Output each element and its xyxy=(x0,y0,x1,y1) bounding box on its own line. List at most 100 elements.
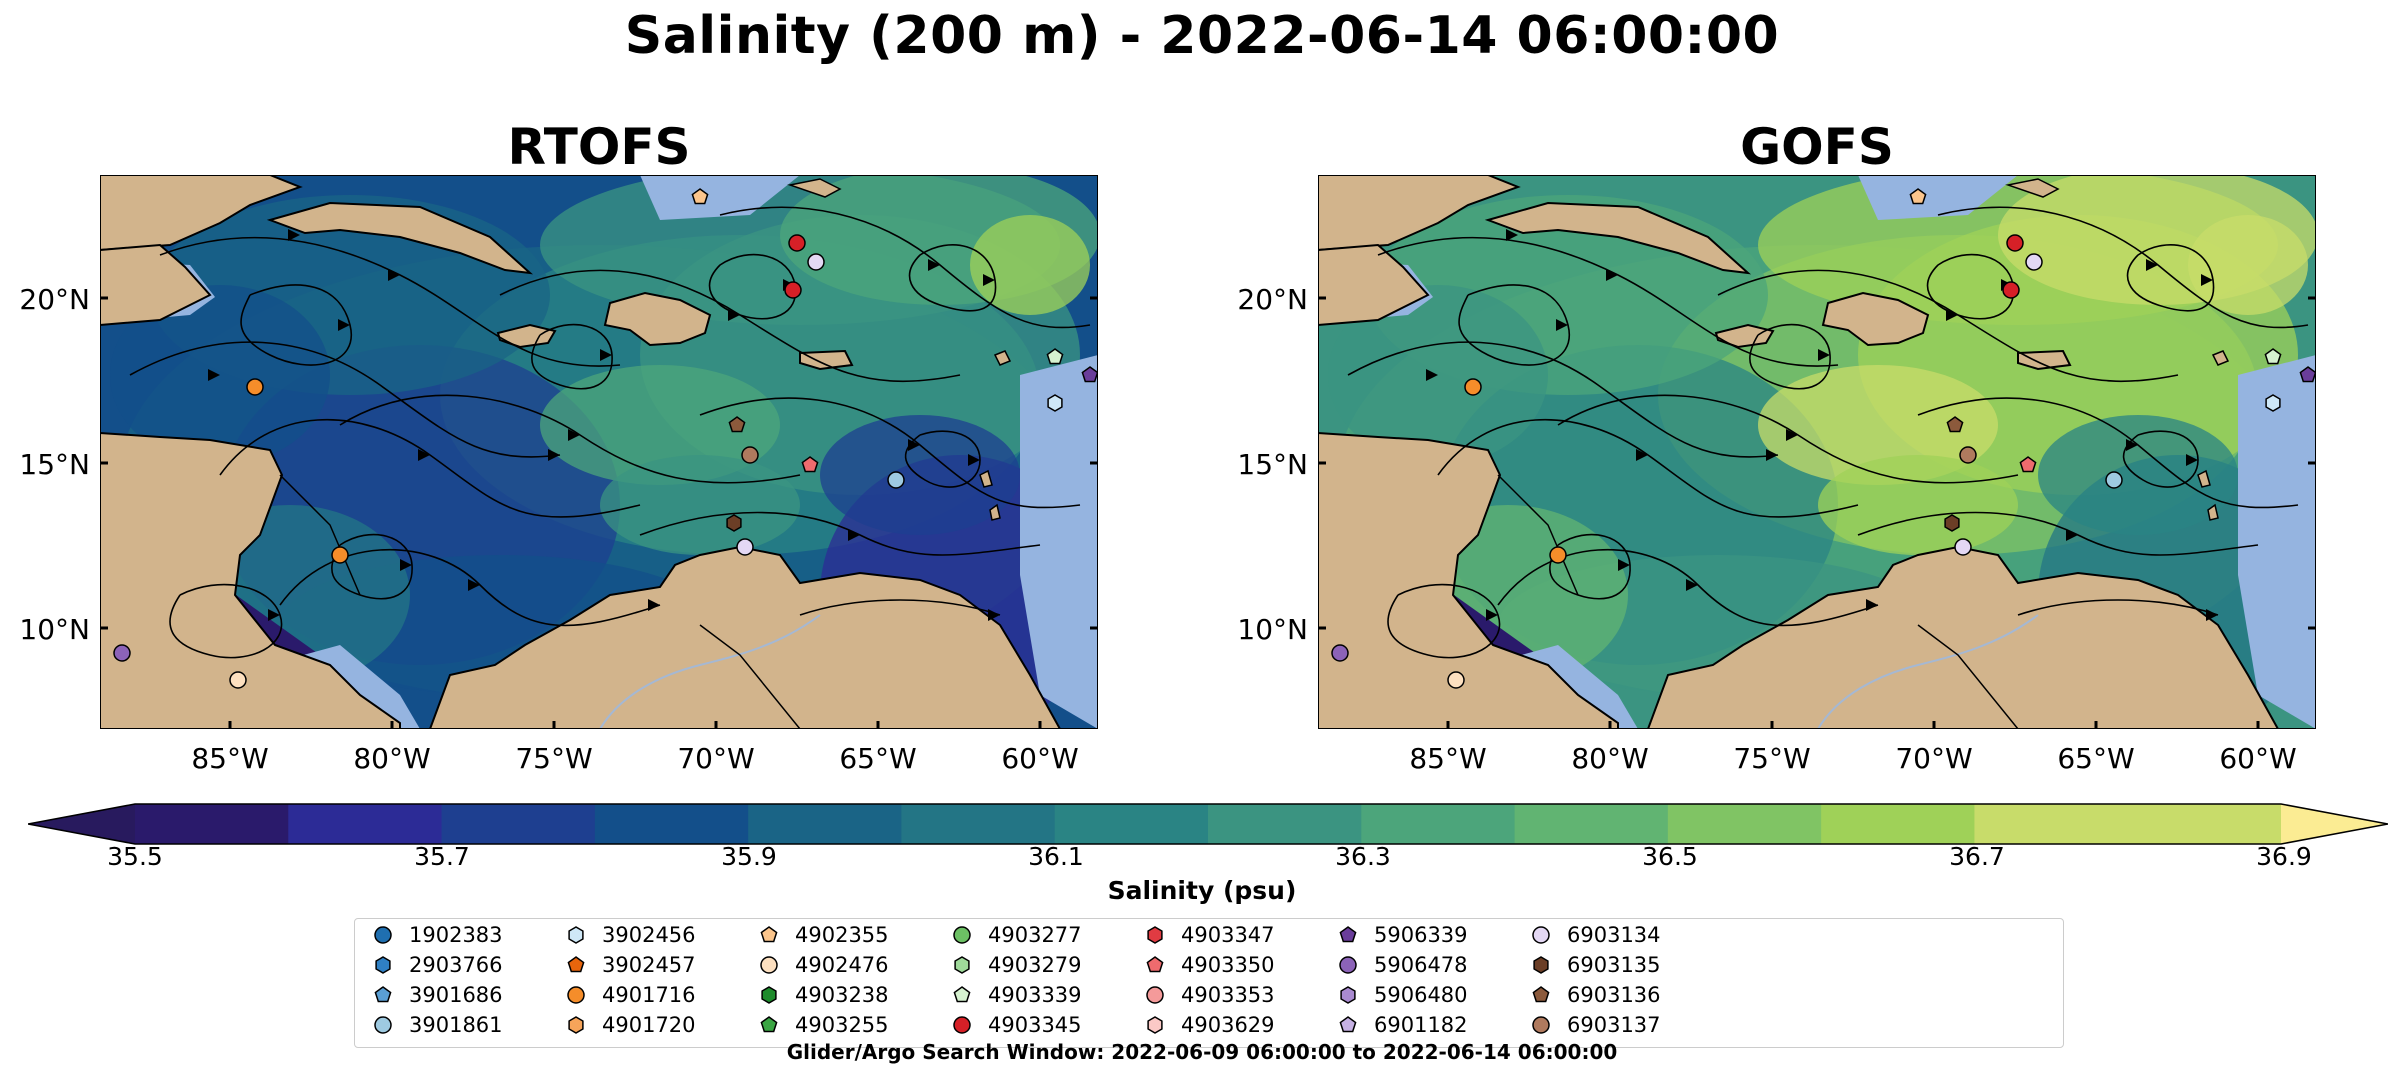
float-marker xyxy=(887,471,905,489)
legend-marker-icon xyxy=(1339,926,1357,943)
legend-marker-icon xyxy=(1532,926,1550,944)
colorbar-segment xyxy=(1054,804,1209,844)
current-streamline xyxy=(1458,284,1571,366)
salinity-patch xyxy=(970,215,1090,315)
salinity-patch xyxy=(2188,215,2308,315)
current-streamline xyxy=(1749,323,1831,390)
legend-marker-icon xyxy=(953,1016,971,1034)
island xyxy=(2207,503,2219,521)
current-streamline xyxy=(2122,430,2199,488)
current-streamline xyxy=(719,206,1091,329)
legend-marker xyxy=(953,986,971,1003)
legend-label: 3902456 xyxy=(602,923,696,947)
float-marker xyxy=(1047,394,1063,412)
current-streamline xyxy=(531,323,613,390)
land-mass xyxy=(603,291,712,347)
legend-marker-icon xyxy=(760,926,778,943)
float-marker xyxy=(246,378,264,396)
island xyxy=(989,503,1001,521)
island xyxy=(2211,350,2230,366)
legend-marker-icon xyxy=(954,956,970,974)
y-tick-20n-right: 20°N xyxy=(1237,283,1308,316)
y-tick-15n-left: 15°N xyxy=(19,448,90,481)
shelf-region xyxy=(1858,175,2018,220)
float-marker xyxy=(2105,471,2123,489)
float-marker xyxy=(1909,188,1927,205)
legend-label: 6903137 xyxy=(1567,1013,1661,1037)
float-marker xyxy=(113,644,131,662)
island xyxy=(787,178,842,198)
search-window-note: Glider/Argo Search Window: 2022-06-09 06… xyxy=(786,1040,1618,1064)
legend-marker xyxy=(1147,926,1163,944)
colorbar-segment xyxy=(135,804,289,844)
map-panel-rtofs[interactable] xyxy=(100,175,1098,729)
current-streamline xyxy=(908,244,997,312)
float-marker xyxy=(801,456,819,473)
legend-marker xyxy=(374,1016,392,1034)
legend-label: 4903353 xyxy=(1181,983,1275,1007)
land-mass xyxy=(1714,323,1775,349)
map-panel-gofs[interactable] xyxy=(1318,175,2316,729)
y-tick-20n-left: 20°N xyxy=(19,283,90,316)
colorbar-tick: 35.5 xyxy=(107,842,163,871)
salinity-patch xyxy=(1818,455,2018,555)
streamline-arrow xyxy=(1426,369,1438,381)
land-mass xyxy=(1318,431,1619,729)
current-streamline xyxy=(708,253,797,320)
streamline-arrow xyxy=(208,369,220,381)
legend-marker-icon xyxy=(1533,956,1549,974)
legend-marker xyxy=(374,986,392,1003)
legend-label: 3901686 xyxy=(409,983,503,1007)
salinity-patch xyxy=(820,415,1020,535)
colorbar-tick: 36.7 xyxy=(1949,842,2005,871)
colorbar-tick: 36.5 xyxy=(1642,842,1698,871)
legend-marker-icon xyxy=(374,1016,392,1034)
legend-marker-icon xyxy=(374,986,392,1003)
island xyxy=(2197,469,2211,488)
x-tick-75w-right: 75°W xyxy=(1733,742,1811,775)
legend-label: 5906339 xyxy=(1374,923,1468,947)
legend-label: 4902476 xyxy=(795,953,889,977)
salinity-patch xyxy=(600,455,800,555)
legend-label: 4903629 xyxy=(1181,1013,1275,1037)
border-line xyxy=(1917,624,2019,729)
legend-marker-icon xyxy=(375,956,391,974)
streamline-arrow xyxy=(968,454,980,466)
streamline-arrow xyxy=(2126,439,2138,451)
colorbar-segment xyxy=(2127,804,2282,844)
land-mass xyxy=(2017,349,2072,371)
legend-marker xyxy=(374,926,392,944)
float-marker xyxy=(741,446,759,464)
streamline-arrow xyxy=(568,429,580,441)
current-streamline xyxy=(169,583,283,659)
legend-marker xyxy=(953,1016,971,1034)
legend-marker xyxy=(1532,1016,1550,1034)
legend-marker-icon xyxy=(567,956,585,973)
x-tick-65w-right: 65°W xyxy=(2057,742,2135,775)
river xyxy=(599,614,821,729)
legend-marker xyxy=(567,956,585,973)
current-streamline xyxy=(1926,253,2015,320)
legend-marker-icon xyxy=(760,1016,778,1033)
streamline-arrow xyxy=(928,259,940,271)
legend-marker-icon xyxy=(1340,986,1356,1004)
current-streamline xyxy=(1387,583,1501,659)
legend-marker xyxy=(954,956,970,974)
current-streamline xyxy=(1557,394,2019,484)
legend-label: 3901861 xyxy=(409,1013,503,1037)
colorbar-segment xyxy=(1667,804,1822,844)
legend-marker-icon xyxy=(760,956,778,974)
map-canvas xyxy=(100,175,1098,729)
salinity-patch xyxy=(1758,365,1998,485)
legend-label: 4903255 xyxy=(795,1013,889,1037)
land-mass xyxy=(1484,201,1752,275)
x-tick-80w-left: 80°W xyxy=(353,742,431,775)
legend-marker xyxy=(761,986,777,1004)
legend-marker-icon xyxy=(374,926,392,944)
legend-label: 4903350 xyxy=(1181,953,1275,977)
river xyxy=(1817,614,2039,729)
float-marker xyxy=(728,416,746,433)
legend-marker xyxy=(568,926,584,944)
colorbar-segment xyxy=(901,804,1056,844)
colorbar-segment xyxy=(1974,804,2129,844)
